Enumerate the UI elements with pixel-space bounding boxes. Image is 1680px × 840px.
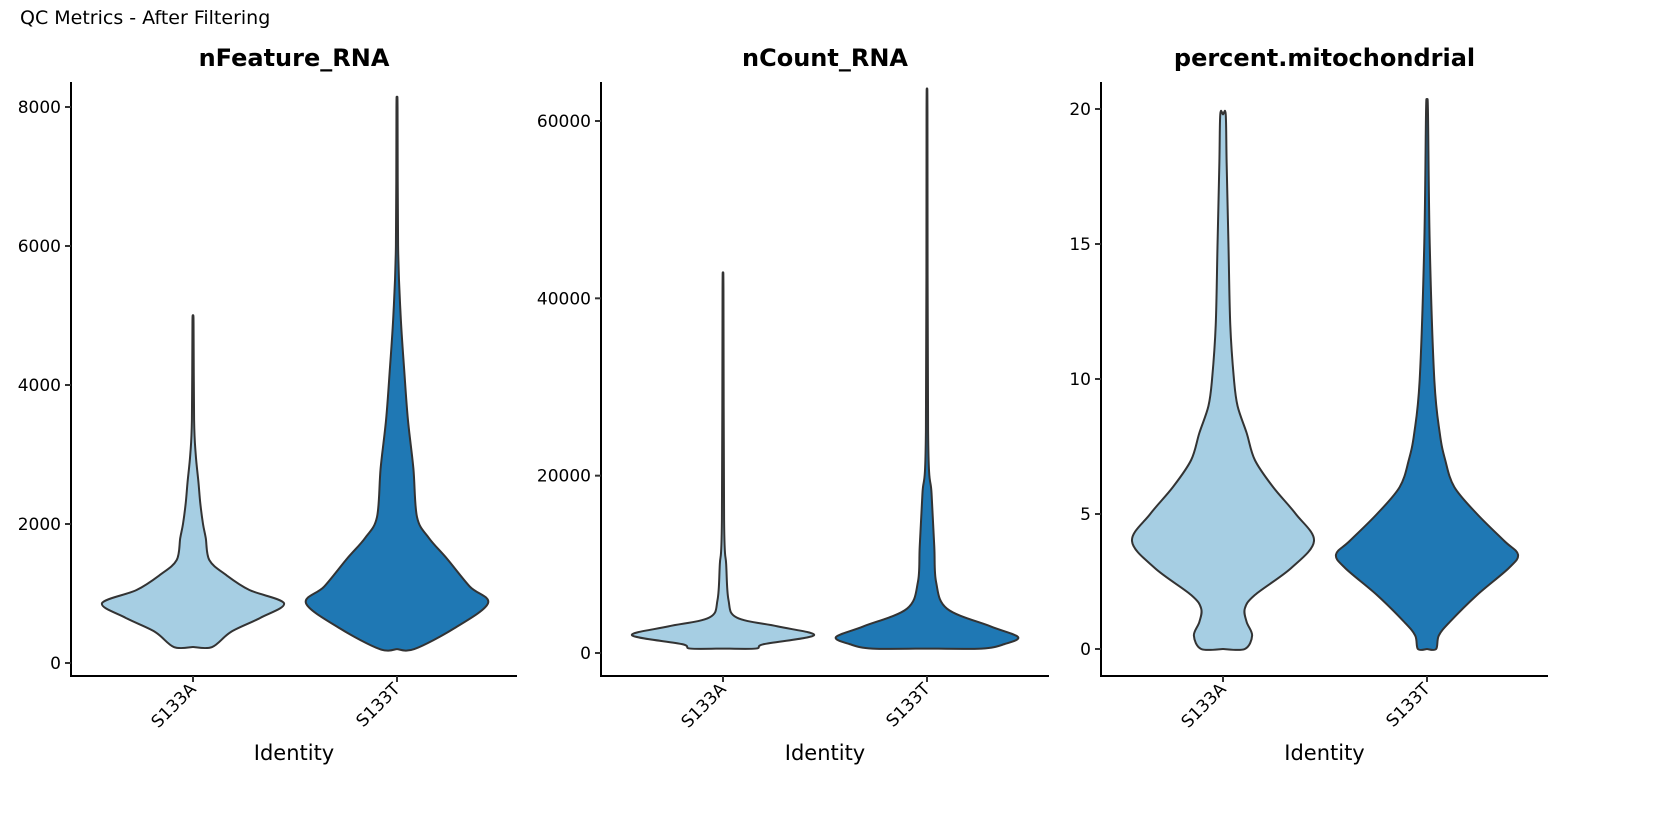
- violin-S133T: [304, 95, 490, 652]
- y-tick-label: 2000: [18, 515, 61, 535]
- y-tick-label: 10: [1069, 370, 1091, 390]
- x-axis-label: Identity: [1284, 741, 1364, 765]
- x-tick-label: S133T: [1382, 679, 1434, 731]
- panel-nFeature_RNA: nFeature_RNA 0 2000 4000 6000 8000 S133A S133T I…: [18, 44, 517, 765]
- x-tick-label: S133A: [678, 679, 731, 732]
- x-tick-label: S133A: [1178, 679, 1231, 732]
- x-axis-label: Identity: [254, 741, 334, 765]
- y-tick-label: 5: [1080, 505, 1091, 525]
- y-tick-label: 6000: [18, 237, 61, 257]
- panel-title: percent.mitochondrial: [1174, 44, 1475, 72]
- violin-S133A: [630, 271, 816, 650]
- y-tick-label: 20000: [537, 467, 591, 487]
- panel-title: nFeature_RNA: [199, 44, 390, 72]
- y-tick-label: 0: [580, 644, 591, 664]
- violin-S133A: [1131, 109, 1315, 651]
- x-tick-label: S133T: [882, 679, 934, 731]
- y-tick-label: 60000: [537, 112, 591, 132]
- x-tick-label: S133T: [352, 679, 404, 731]
- panel-percent.mitochondrial: percent.mitochondrial 0 5 10 15 20 S133A S133T I…: [1069, 44, 1548, 765]
- figure-title: QC Metrics - After Filtering: [20, 7, 270, 29]
- y-tick-label: 20: [1069, 100, 1091, 120]
- y-tick-label: 4000: [18, 376, 61, 396]
- panel-nCount_RNA: nCount_RNA 0 20000 40000 60000 S133A S133T Iden…: [537, 44, 1049, 765]
- y-tick-label: 40000: [537, 289, 591, 309]
- violin-S133T: [834, 87, 1020, 650]
- y-tick-label: 15: [1069, 235, 1091, 255]
- violin-S133T: [1334, 98, 1520, 651]
- y-tick-label: 0: [50, 654, 61, 674]
- x-tick-label: S133A: [148, 679, 201, 732]
- violin-S133A: [100, 314, 286, 650]
- y-tick-label: 0: [1080, 640, 1091, 660]
- x-axis-label: Identity: [785, 741, 865, 765]
- y-tick-label: 8000: [18, 98, 61, 118]
- panel-title: nCount_RNA: [742, 44, 908, 72]
